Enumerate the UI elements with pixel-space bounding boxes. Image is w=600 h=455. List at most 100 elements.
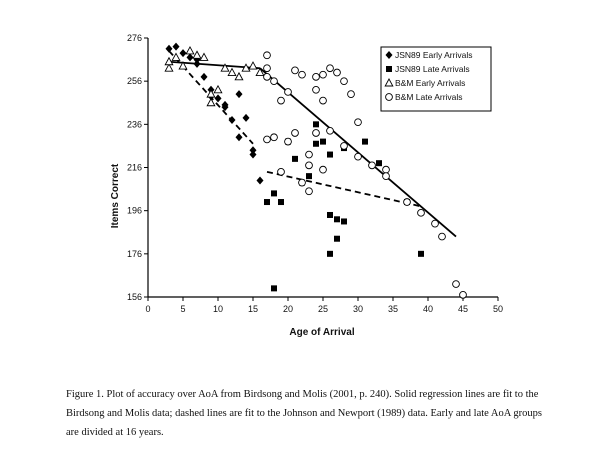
legend-marker — [385, 51, 393, 59]
y-tick-label: 236 — [127, 119, 142, 129]
data-point — [271, 190, 277, 197]
data-point — [327, 211, 333, 218]
data-point — [256, 176, 264, 185]
data-point — [263, 51, 271, 60]
data-point — [214, 94, 222, 103]
data-point — [235, 90, 243, 99]
data-point — [277, 96, 285, 105]
x-tick-label: 40 — [423, 304, 433, 314]
legend-label: B&M Early Arrivals — [395, 78, 465, 88]
data-point — [291, 129, 299, 137]
x-tick-label: 35 — [388, 304, 398, 314]
data-point — [186, 53, 194, 62]
data-point — [270, 77, 278, 86]
data-point — [382, 165, 390, 174]
data-point — [354, 152, 362, 161]
data-point — [228, 116, 236, 125]
x-tick-label: 20 — [283, 304, 293, 314]
x-tick-label: 45 — [458, 304, 468, 314]
data-point — [326, 64, 334, 73]
scatter-chart: 156 176 196 216 236 256 276 0 5 10 15 20 25 30 35 40 45… — [110, 33, 503, 338]
data-point — [327, 151, 333, 158]
data-point — [220, 63, 230, 72]
data-point — [200, 72, 208, 81]
data-point — [213, 84, 223, 94]
data-point — [193, 59, 201, 68]
data-point — [164, 56, 174, 66]
data-point — [459, 290, 467, 299]
data-point — [306, 173, 312, 180]
data-point — [326, 126, 334, 135]
data-point — [340, 77, 348, 86]
x-tick-label: 0 — [145, 304, 150, 314]
x-tick-label: 25 — [318, 304, 328, 314]
data-point — [277, 167, 285, 176]
data-point — [263, 135, 271, 144]
legend-marker — [385, 93, 393, 101]
data-point — [431, 219, 439, 228]
data-point — [312, 129, 320, 137]
data-point — [320, 138, 326, 145]
data-point — [185, 46, 195, 55]
data-point — [292, 155, 298, 162]
data-point — [418, 250, 424, 257]
data-point — [341, 218, 347, 225]
data-point — [291, 66, 299, 75]
data-point — [319, 70, 327, 79]
x-tick-label: 5 — [180, 304, 185, 314]
data-point — [298, 178, 306, 187]
legend-label: JSN89 Late Arrivals — [395, 64, 470, 74]
legend-label: B&M Late Arrivals — [395, 92, 463, 102]
data-point — [305, 161, 313, 170]
x-ticks: 0 5 10 15 20 25 30 35 40 45 50 — [145, 297, 503, 314]
data-point — [305, 187, 313, 196]
data-point — [263, 64, 271, 73]
figure-caption: Figure 1. Plot of accuracy over AoA from… — [66, 389, 542, 438]
data-point — [264, 199, 270, 206]
data-point — [284, 88, 292, 96]
data-point — [234, 71, 244, 81]
data-point — [347, 90, 355, 98]
x-tick-label: 10 — [213, 304, 223, 314]
x-tick-label: 30 — [353, 304, 363, 314]
y-tick-label: 196 — [127, 206, 142, 216]
data-point — [206, 89, 216, 98]
y-tick-label: 216 — [127, 163, 142, 173]
data-point — [312, 85, 320, 94]
data-point — [178, 61, 188, 70]
legend-box — [380, 46, 492, 112]
data-point — [313, 140, 319, 147]
data-point — [362, 138, 368, 145]
data-points — [164, 42, 467, 299]
data-point — [376, 160, 382, 167]
data-point — [334, 235, 340, 242]
y-axis-title: Items Correct — [110, 163, 121, 228]
data-point — [227, 67, 237, 76]
data-point — [248, 61, 258, 70]
data-point — [192, 50, 202, 59]
data-point — [298, 70, 306, 79]
legend-marker — [386, 66, 392, 72]
data-point — [199, 52, 209, 61]
data-point — [206, 97, 216, 107]
data-point — [263, 72, 271, 81]
data-point — [368, 161, 376, 170]
data-point — [242, 113, 250, 122]
data-point — [319, 165, 327, 174]
data-point — [333, 68, 341, 77]
data-point — [327, 250, 333, 257]
legend-marker — [384, 78, 394, 87]
data-point — [305, 150, 313, 159]
data-point — [255, 67, 265, 76]
x-axis-title: Age of Arrival — [289, 327, 354, 338]
data-point — [172, 42, 180, 51]
x-tick-label: 50 — [493, 304, 503, 314]
data-point — [438, 232, 446, 241]
regression-line-dashed — [266, 170, 422, 208]
data-point — [312, 72, 320, 81]
data-point — [270, 133, 278, 142]
legend-label: JSN89 Early Arrivals — [395, 50, 472, 60]
x-tick-label: 15 — [248, 304, 258, 314]
data-point — [278, 199, 284, 206]
regression-line-solid — [259, 67, 457, 238]
